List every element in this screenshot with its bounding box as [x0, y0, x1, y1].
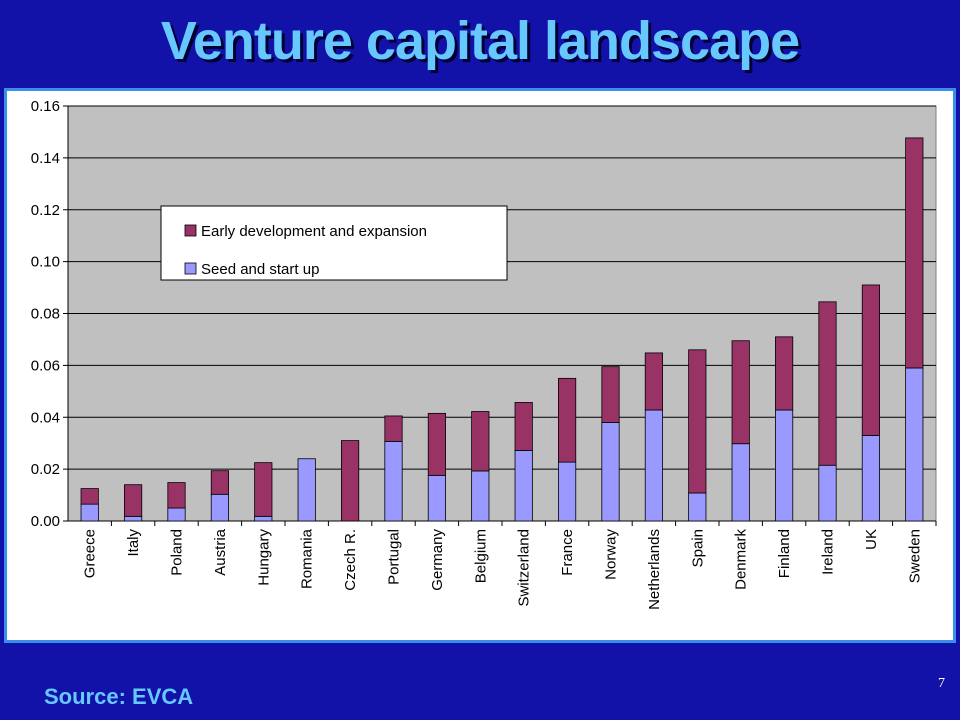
bar-seed — [818, 464, 837, 522]
x-tick-label: Norway — [603, 529, 620, 580]
x-tick-label: Romania — [299, 528, 316, 589]
x-tick-label: Hungary — [255, 529, 272, 586]
y-tick-label: 0.06 — [31, 357, 60, 374]
bar-early — [124, 484, 143, 517]
x-tick-label: Belgium — [472, 529, 489, 583]
bar-seed — [210, 493, 229, 522]
bar-seed — [601, 422, 620, 522]
y-tick-label: 0.16 — [31, 98, 60, 115]
bar-early — [514, 402, 533, 451]
bar-seed — [861, 435, 880, 522]
x-tick-label: Ireland — [820, 529, 837, 575]
y-tick-label: 0.14 — [31, 150, 60, 167]
bar-early — [601, 366, 620, 423]
x-tick-label: Finland — [776, 529, 793, 578]
bar-early — [775, 336, 794, 411]
bar-early — [80, 488, 99, 505]
bar-seed — [471, 470, 490, 522]
x-tick-label: Switzerland — [516, 529, 533, 607]
bar-seed — [514, 450, 533, 522]
legend-swatch — [184, 262, 197, 275]
legend-swatch — [184, 224, 197, 237]
page-number: 7 — [938, 676, 945, 691]
x-tick-label: France — [559, 529, 576, 576]
bar-early — [731, 340, 750, 445]
bar-early — [905, 137, 924, 369]
y-tick-label: 0.04 — [31, 409, 60, 426]
legend-box — [160, 205, 508, 281]
bar-seed — [644, 409, 663, 522]
x-tick-label: Austria — [212, 528, 229, 575]
x-tick-label: UK — [863, 529, 880, 550]
bar-seed — [254, 515, 273, 522]
bar-early — [167, 482, 186, 509]
bar-seed — [167, 507, 186, 522]
bar-early — [254, 462, 273, 517]
bar-early — [818, 301, 837, 466]
y-tick-label: 0.08 — [31, 306, 60, 323]
y-tick-label: 0.12 — [31, 202, 60, 219]
bar-seed — [384, 440, 403, 522]
y-tick-label: 0.02 — [31, 461, 60, 478]
x-tick-label: Czech R. — [342, 529, 359, 591]
bar-early — [644, 352, 663, 411]
slide-title: Venture capital landscape — [160, 11, 800, 71]
chart-frame: 0.00 0.02 0.04 0.06 0.08 0.10 0.12 0.14 0.16 Gree… — [4, 88, 956, 643]
bar-early — [688, 349, 707, 494]
bar-early — [861, 284, 880, 436]
legend-label: Seed and start up — [201, 261, 319, 278]
bar-seed — [688, 492, 707, 522]
source-note: Source: EVCA — [44, 684, 194, 709]
y-tick-label: 0.00 — [31, 513, 60, 530]
bar-early — [210, 470, 229, 495]
bar-seed — [297, 458, 316, 522]
x-tick-label: Poland — [169, 529, 186, 576]
y-tick-label: 0.10 — [31, 254, 60, 271]
bar-seed — [427, 474, 446, 522]
bar-early — [558, 377, 577, 463]
x-tick-label: Netherlands — [646, 529, 663, 610]
x-tick-label: Denmark — [733, 529, 750, 590]
x-tick-label: Spain — [689, 529, 706, 567]
bar-seed — [80, 503, 99, 522]
x-tick-label: Portugal — [386, 529, 403, 585]
bar-seed — [124, 515, 143, 522]
x-tick-label: Italy — [125, 529, 142, 557]
x-tick-label: Greece — [82, 529, 99, 578]
legend-label: Early development and expansion — [201, 223, 427, 240]
bar-early — [471, 411, 490, 472]
bar-seed — [731, 443, 750, 522]
bar-seed — [905, 367, 924, 522]
stacked-bar-chart: 0.00 0.02 0.04 0.06 0.08 0.10 0.12 0.14 0.16 Gree… — [31, 98, 937, 610]
x-tick-label: Sweden — [906, 529, 923, 583]
x-tick-label: Germany — [429, 529, 446, 591]
bar-seed — [775, 409, 794, 522]
bar-seed — [558, 461, 577, 522]
bar-early — [341, 440, 360, 522]
bar-early — [427, 412, 446, 476]
bar-early — [384, 415, 403, 442]
